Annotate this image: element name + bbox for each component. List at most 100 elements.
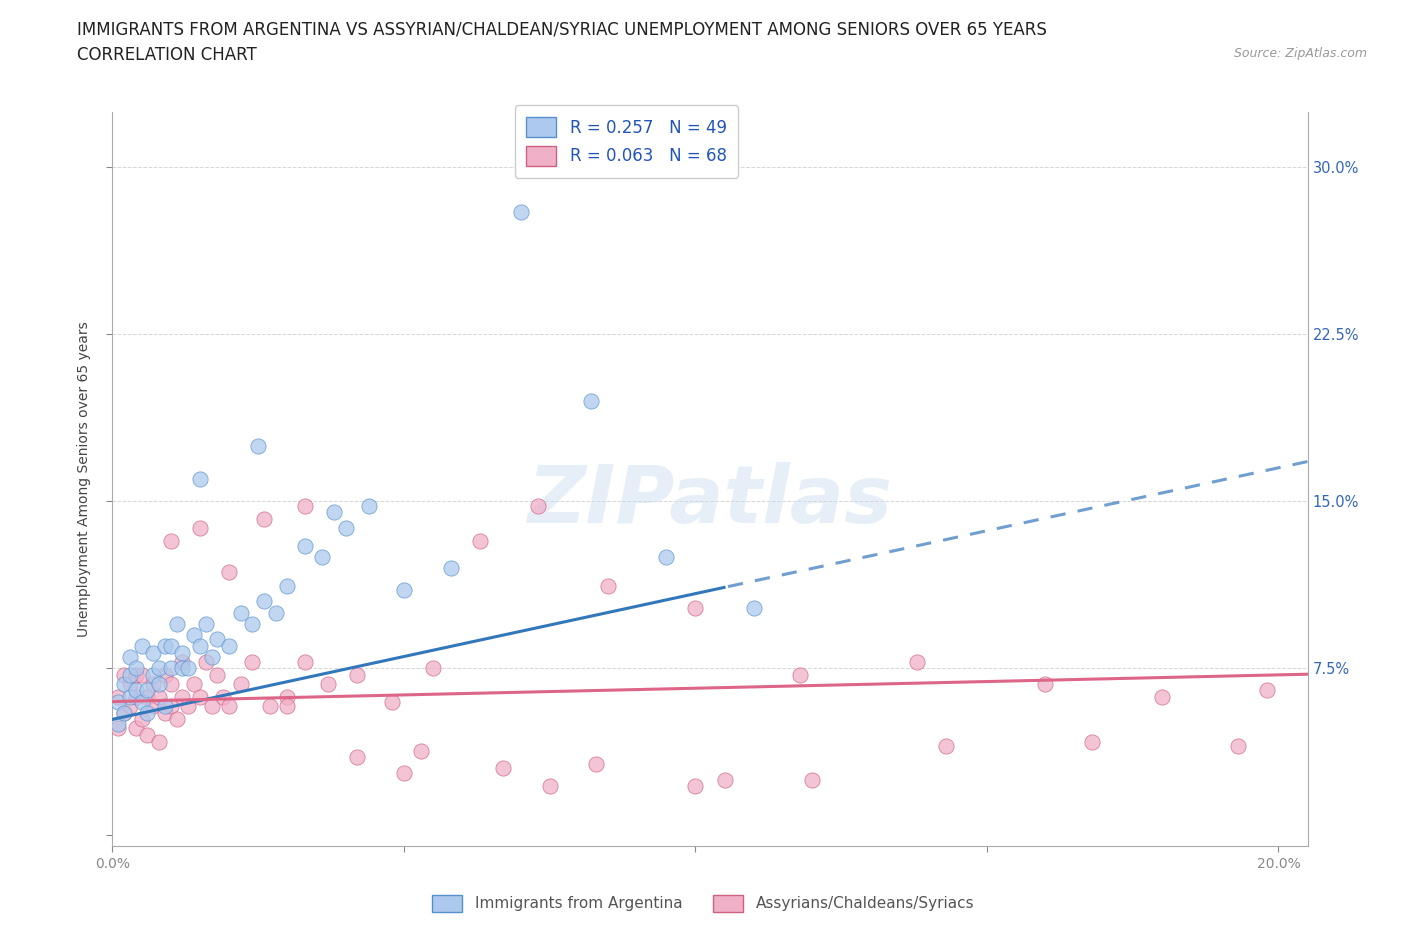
Point — [335, 521, 357, 536]
Point — [316, 676, 339, 691]
Point — [1081, 734, 1104, 749]
Point — [188, 521, 211, 536]
Point — [188, 690, 211, 705]
Point — [172, 645, 194, 660]
Point — [200, 650, 222, 665]
Point — [242, 617, 264, 631]
Point — [685, 778, 707, 793]
Legend: R = 0.257   N = 49, R = 0.063   N = 68: R = 0.257 N = 49, R = 0.063 N = 68 — [515, 105, 738, 178]
Point — [118, 690, 141, 705]
Legend: Immigrants from Argentina, Assyrians/Chaldeans/Syriacs: Immigrants from Argentina, Assyrians/Cha… — [426, 889, 980, 918]
Point — [1226, 738, 1249, 753]
Text: IMMIGRANTS FROM ARGENTINA VS ASSYRIAN/CHALDEAN/SYRIAC UNEMPLOYMENT AMONG SENIORS: IMMIGRANTS FROM ARGENTINA VS ASSYRIAN/CH… — [77, 20, 1047, 38]
Point — [172, 654, 194, 669]
Point — [183, 676, 205, 691]
Point — [142, 645, 165, 660]
Point — [159, 660, 181, 675]
Point — [357, 498, 380, 513]
Point — [207, 668, 229, 683]
Point — [212, 690, 235, 705]
Point — [492, 761, 515, 776]
Point — [468, 534, 491, 549]
Point — [276, 698, 298, 713]
Point — [125, 683, 148, 698]
Point — [411, 743, 433, 758]
Point — [585, 756, 607, 771]
Point — [188, 639, 211, 654]
Point — [242, 654, 264, 669]
Point — [112, 705, 135, 720]
Point — [1150, 690, 1173, 705]
Point — [596, 578, 619, 593]
Point — [142, 676, 165, 691]
Point — [153, 668, 176, 683]
Point — [107, 694, 129, 709]
Point — [148, 660, 170, 675]
Point — [159, 676, 181, 691]
Text: CORRELATION CHART: CORRELATION CHART — [77, 46, 257, 64]
Point — [159, 639, 181, 654]
Point — [801, 772, 824, 787]
Point — [148, 676, 170, 691]
Point — [538, 778, 561, 793]
Point — [294, 498, 316, 513]
Point — [264, 605, 287, 620]
Point — [346, 668, 368, 683]
Point — [218, 639, 240, 654]
Point — [112, 668, 135, 683]
Point — [247, 438, 270, 453]
Point — [229, 676, 252, 691]
Point — [905, 654, 928, 669]
Point — [153, 698, 176, 713]
Point — [142, 668, 165, 683]
Point — [125, 660, 148, 675]
Point — [422, 660, 444, 675]
Point — [1256, 683, 1278, 698]
Point — [439, 561, 461, 576]
Point — [713, 772, 735, 787]
Point — [172, 660, 194, 675]
Point — [579, 393, 602, 408]
Point — [655, 550, 678, 565]
Point — [107, 690, 129, 705]
Point — [112, 705, 135, 720]
Point — [131, 694, 153, 709]
Point — [177, 660, 200, 675]
Point — [107, 721, 129, 736]
Point — [207, 631, 229, 646]
Point — [136, 727, 159, 742]
Text: ZIPatlas: ZIPatlas — [527, 462, 893, 540]
Point — [392, 765, 415, 780]
Point — [323, 505, 346, 520]
Point — [218, 565, 240, 580]
Point — [136, 705, 159, 720]
Point — [153, 705, 176, 720]
Point — [509, 205, 531, 219]
Point — [392, 583, 415, 598]
Point — [159, 698, 181, 713]
Point — [131, 668, 153, 683]
Point — [188, 472, 211, 486]
Point — [125, 690, 148, 705]
Point — [112, 676, 135, 691]
Point — [166, 712, 188, 727]
Point — [118, 698, 141, 713]
Point — [159, 534, 181, 549]
Point — [253, 512, 276, 526]
Point — [381, 694, 404, 709]
Point — [200, 698, 222, 713]
Point — [311, 550, 333, 565]
Point — [259, 698, 281, 713]
Point — [118, 650, 141, 665]
Point — [148, 734, 170, 749]
Point — [1033, 676, 1056, 691]
Point — [118, 676, 141, 691]
Point — [118, 668, 141, 683]
Point — [131, 639, 153, 654]
Point — [276, 578, 298, 593]
Point — [125, 721, 148, 736]
Point — [183, 628, 205, 643]
Point — [685, 601, 707, 616]
Point — [194, 654, 217, 669]
Point — [742, 601, 765, 616]
